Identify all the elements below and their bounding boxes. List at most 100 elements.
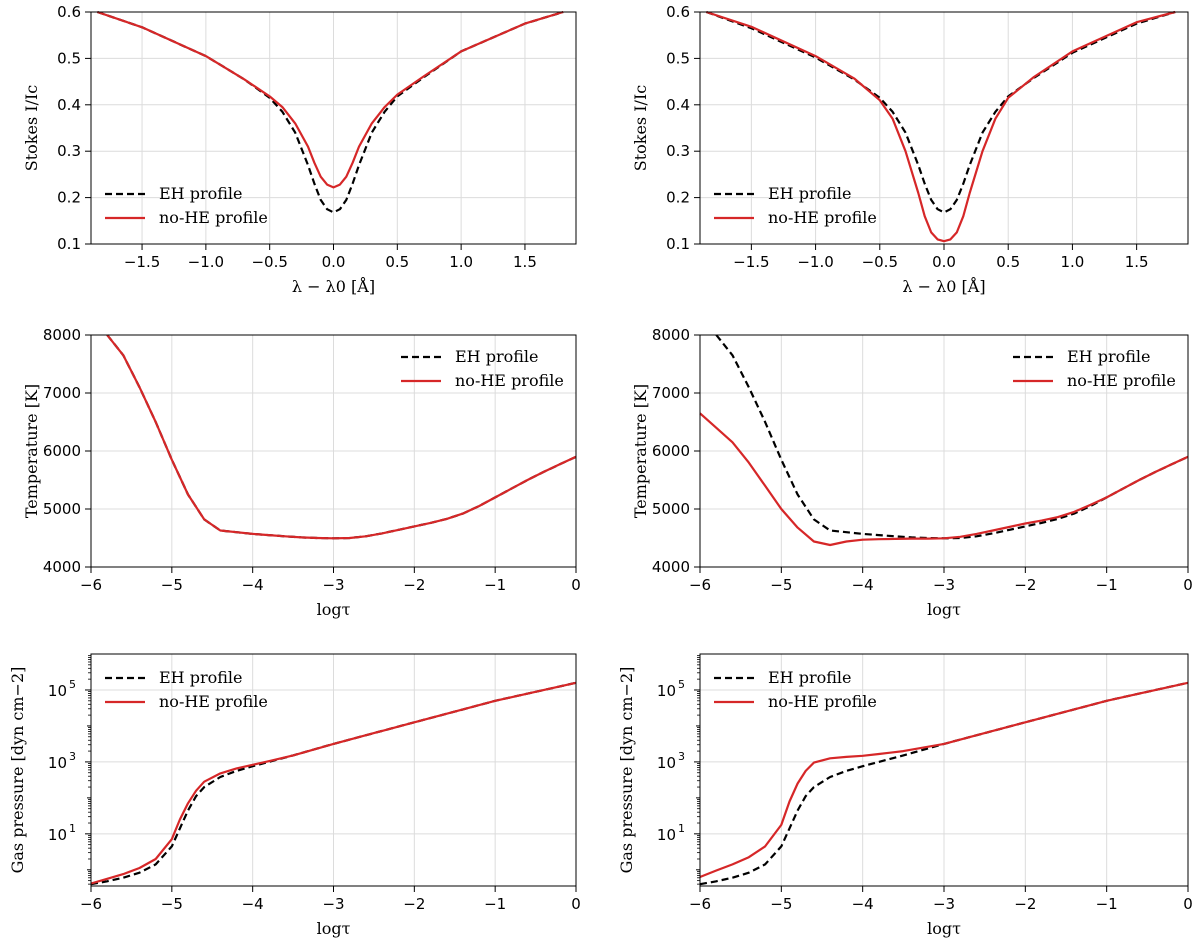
x-tick-label: −2: [1014, 576, 1036, 594]
series-line-nohe: [699, 681, 1189, 879]
y-tick-label: 6000: [43, 442, 81, 460]
x-tick-label: −1: [484, 895, 506, 913]
y-tick-label: 0.2: [666, 189, 690, 207]
x-tick-label: 0.5: [996, 253, 1020, 271]
y-tick-label: 10: [657, 826, 676, 844]
x-tick-label: −2: [403, 895, 425, 913]
y-tick-label: 10: [48, 682, 67, 700]
x-tick-label: 0: [571, 895, 581, 913]
x-tick-label: 0: [571, 576, 581, 594]
x-tick-label: 0.5: [385, 253, 409, 271]
y-axis-label: Gas pressure [dyn cm−2]: [8, 667, 27, 874]
y-tick-exponent: 5: [69, 678, 76, 691]
legend-label: EH profile: [455, 347, 539, 366]
x-tick-label: −4: [852, 895, 874, 913]
x-axis-label: logτ: [927, 919, 961, 938]
x-axis-label: logτ: [927, 600, 961, 619]
legend-label: EH profile: [1067, 347, 1151, 366]
y-tick-label: 8000: [652, 326, 690, 344]
x-tick-label: −1.5: [124, 253, 160, 271]
series-line-nohe: [106, 334, 577, 540]
x-tick-label: −1: [1096, 895, 1118, 913]
y-tick-label: 0.6: [57, 3, 81, 21]
y-tick-label: 10: [657, 682, 676, 700]
y-tick-exponent: 1: [678, 822, 685, 835]
x-tick-label: −6: [689, 895, 711, 913]
y-tick-label: 5000: [43, 500, 81, 518]
y-tick-label: 0.4: [666, 96, 690, 114]
x-tick-label: −3: [933, 895, 955, 913]
x-tick-label: −2: [403, 576, 425, 594]
legend-label: no-HE profile: [159, 692, 268, 711]
x-tick-label: −6: [80, 576, 102, 594]
y-tick-label: 10: [48, 826, 67, 844]
y-tick-label: 0.1: [666, 235, 690, 253]
x-axis-label: λ − λ0 [Å]: [292, 276, 375, 296]
y-tick-label: 0.3: [57, 142, 81, 160]
series-line-nohe: [90, 681, 577, 885]
y-axis-label: Temperature [K]: [631, 384, 650, 518]
x-tick-label: 0.0: [932, 253, 956, 271]
y-tick-exponent: 5: [678, 678, 685, 691]
y-tick-label: 7000: [43, 384, 81, 402]
y-tick-label: 0.3: [666, 142, 690, 160]
legend-label: no-HE profile: [768, 208, 877, 227]
x-tick-label: −3: [322, 895, 344, 913]
y-tick-label: 0.1: [57, 235, 81, 253]
legend-label: EH profile: [768, 668, 852, 687]
x-tick-label: −5: [770, 895, 792, 913]
y-tick-label: 0.5: [57, 49, 81, 67]
x-tick-label: 0.0: [322, 253, 346, 271]
y-axis-label: Stokes I/Ic: [631, 85, 650, 172]
y-tick-label: 0.2: [57, 189, 81, 207]
y-tick-exponent: 3: [69, 750, 76, 763]
x-tick-label: 0: [1183, 576, 1193, 594]
x-tick-label: −4: [852, 576, 874, 594]
x-axis-label: λ − λ0 [Å]: [902, 276, 985, 296]
x-tick-label: −3: [322, 576, 344, 594]
y-tick-label: 10: [48, 754, 67, 772]
chart-panel-stokes-right: −1.5 −1.0 −0.5 0.0 0.5 1.0 1.5 0.1 0.2 0.3 0.4 0.5 0…: [631, 3, 1189, 296]
y-tick-label: 6000: [652, 442, 690, 460]
legend-label: no-HE profile: [455, 371, 564, 390]
y-axis-label: Gas pressure [dyn cm−2]: [617, 667, 636, 874]
y-tick-exponent: 3: [678, 750, 685, 763]
y-tick-label: 0.4: [57, 96, 81, 114]
x-tick-label: 1.5: [513, 253, 537, 271]
legend-label: EH profile: [159, 184, 243, 203]
x-tick-label: −6: [689, 576, 711, 594]
y-tick-label: 0.5: [666, 49, 690, 67]
y-axis-label: Temperature [K]: [22, 384, 41, 518]
y-tick-label: 8000: [43, 326, 81, 344]
x-tick-label: −1.0: [797, 253, 833, 271]
x-axis-label: logτ: [317, 919, 351, 938]
legend-label: no-HE profile: [1067, 371, 1176, 390]
x-tick-label: −2: [1014, 895, 1036, 913]
x-tick-label: 1.5: [1125, 253, 1149, 271]
x-tick-label: −5: [161, 895, 183, 913]
y-axis-label: Stokes I/Ic: [22, 85, 41, 172]
y-tick-label: 4000: [652, 558, 690, 576]
chart-panel-stokes-left: −1.5 −1.0 −0.5 0.0 0.5 1.0 1.5 0.1 0.2 0.3 0.4 0.5 0…: [22, 3, 577, 296]
x-tick-label: −5: [161, 576, 183, 594]
x-tick-label: 0: [1183, 895, 1193, 913]
chart-panel-temperature-left: −6 −5 −4 −3 −2 −1 0 4000 5000 6000 7000 8000 logτ Tem…: [22, 326, 581, 619]
y-tick-label: 4000: [43, 558, 81, 576]
x-tick-label: −5: [770, 576, 792, 594]
legend-label: no-HE profile: [768, 692, 877, 711]
series-line-nohe: [706, 10, 1176, 243]
x-tick-label: −1.0: [188, 253, 224, 271]
legend-label: EH profile: [768, 184, 852, 203]
x-tick-label: 1.0: [449, 253, 473, 271]
x-tick-label: −1: [484, 576, 506, 594]
x-tick-label: −4: [242, 895, 264, 913]
x-axis-label: logτ: [317, 600, 351, 619]
x-tick-label: 1.0: [1060, 253, 1084, 271]
x-tick-label: −3: [933, 576, 955, 594]
x-tick-label: −0.5: [251, 253, 287, 271]
x-tick-label: −4: [242, 576, 264, 594]
series-line-eh: [97, 10, 564, 214]
